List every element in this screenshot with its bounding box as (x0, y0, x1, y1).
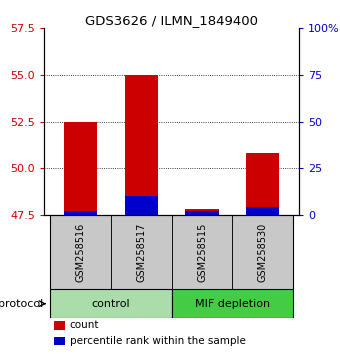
Bar (233, 215, 293, 289)
Bar (50, 289, 172, 318)
Text: control: control (92, 299, 130, 309)
Bar (246, 207, 279, 215)
Bar (185, 211, 219, 215)
Bar (64, 211, 97, 215)
Text: GSM258516: GSM258516 (75, 222, 86, 282)
Bar (185, 209, 219, 215)
Bar (50, 215, 111, 289)
Bar (111, 215, 172, 289)
Title: GDS3626 / ILMN_1849400: GDS3626 / ILMN_1849400 (85, 14, 258, 27)
Bar (64, 122, 97, 215)
Bar (125, 75, 158, 215)
Bar (172, 215, 233, 289)
Text: MIF depletion: MIF depletion (195, 299, 270, 309)
Text: GSM258530: GSM258530 (258, 222, 268, 282)
Bar (172, 289, 293, 318)
Text: count: count (70, 320, 99, 330)
Bar (125, 196, 158, 215)
Bar (246, 153, 279, 215)
Text: percentile rank within the sample: percentile rank within the sample (70, 336, 245, 346)
Text: GSM258515: GSM258515 (197, 222, 207, 282)
Text: GSM258517: GSM258517 (136, 222, 146, 282)
Text: protocol: protocol (0, 299, 43, 309)
Bar (54, 337, 65, 346)
Bar (54, 321, 65, 330)
